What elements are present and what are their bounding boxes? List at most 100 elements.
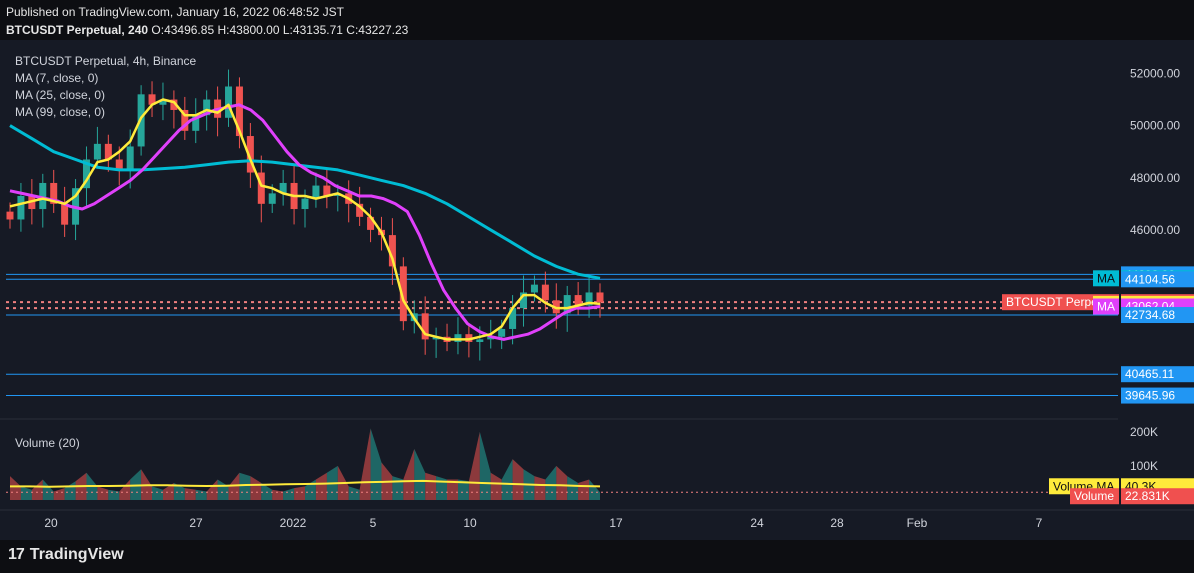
volume-area	[206, 479, 218, 500]
volume-area	[392, 476, 404, 500]
symbol-interval: BTCUSDT Perpetual, 240	[6, 23, 149, 37]
legend-volume: Volume (20)	[15, 436, 80, 450]
candle-body	[39, 182, 47, 210]
x-tick-label-3: 5	[370, 516, 377, 530]
x-tick-label-4: 10	[463, 516, 477, 530]
candle-body	[399, 266, 407, 322]
candle-body	[323, 185, 331, 196]
volume-area	[294, 486, 305, 500]
y-tick-label-3: 46000.00	[1130, 223, 1180, 237]
chart-svg[interactable]: 52000.0050000.0048000.0046000.0044293.90…	[0, 40, 1194, 540]
price-axis-bg	[1118, 40, 1194, 540]
ohlc-low: 43135.71	[292, 23, 343, 37]
label-volume-val: 22.831K	[1125, 489, 1170, 503]
tag-ma25-bg	[1093, 298, 1119, 315]
candle-body	[115, 159, 123, 170]
volume-area	[305, 479, 316, 500]
volume-area	[163, 483, 174, 500]
candle-body	[246, 136, 254, 173]
tv-brand: TradingView	[29, 546, 124, 563]
candle-body	[279, 182, 287, 194]
ma7-line	[9, 98, 601, 341]
candle-body	[257, 172, 265, 204]
header: Published on TradingView.com, January 16…	[0, 0, 1194, 40]
y-tick-label-1: 50000.00	[1130, 119, 1180, 133]
candle-body	[61, 203, 69, 225]
x-tick-label-1: 27	[189, 516, 203, 530]
volume-y-tick-1: 100K	[1130, 459, 1158, 473]
tradingview-logo[interactable]: 17 TradingView	[8, 546, 124, 564]
label-l3-val: 39645.96	[1125, 389, 1175, 403]
ma99-line	[9, 124, 601, 280]
legend-title: BTCUSDT Perpetual, 4h, Binance	[15, 54, 197, 68]
candle-body	[268, 193, 276, 204]
candle-body	[82, 159, 90, 189]
volume-area	[567, 476, 579, 500]
volume-area	[534, 476, 546, 500]
volume-y-tick-0: 200K	[1130, 425, 1158, 439]
candle-body	[28, 196, 36, 210]
volume-area	[20, 486, 32, 500]
ohlc-high: 43800.00	[229, 23, 280, 37]
y-tick-label-2: 48000.00	[1130, 171, 1180, 185]
volume-area	[315, 472, 327, 500]
volume-area	[195, 489, 207, 500]
ohlc-line: BTCUSDT Perpetual, 240 O:43496.85 H:4380…	[6, 23, 408, 37]
candle-body	[530, 284, 538, 293]
candle-body	[148, 94, 156, 105]
candle-body	[50, 182, 58, 204]
volume-area	[501, 459, 513, 500]
x-tick-label-2: 2022	[280, 516, 307, 530]
volume-area	[184, 488, 196, 500]
volume-area	[414, 448, 426, 500]
published-line: Published on TradingView.com, January 16…	[6, 5, 344, 19]
candle-body	[585, 292, 593, 306]
tv-logo-icon: 17	[8, 546, 25, 563]
volume-area	[217, 479, 229, 500]
x-tick-label-9: 7	[1036, 516, 1043, 530]
legend-ma7: MA (7, close, 0)	[15, 71, 99, 85]
volume-area	[108, 489, 120, 500]
volume-area	[436, 476, 447, 500]
ohlc-high-label: H:	[217, 23, 230, 37]
volume-ma-line	[10, 479, 601, 488]
tag-symbol-bg	[1002, 294, 1119, 311]
label-l2-val: 40465.11	[1125, 367, 1174, 381]
volume-area	[239, 472, 251, 500]
ohlc-close: 43227.23	[358, 23, 409, 37]
ohlc-low-label: L:	[282, 23, 293, 37]
volume-area	[261, 483, 273, 500]
volume-area	[490, 472, 502, 500]
volume-area	[359, 428, 371, 500]
candle-body	[126, 146, 134, 170]
ma25-line	[9, 103, 601, 341]
volume-area	[589, 479, 600, 500]
volume-area	[479, 431, 491, 500]
candle-body	[563, 295, 571, 314]
tag-ma25: MA	[1097, 299, 1115, 313]
volume-area	[272, 489, 284, 500]
volume-area	[348, 486, 360, 500]
candle-body	[574, 295, 582, 306]
x-tick-label-6: 24	[750, 516, 764, 530]
candle-body	[301, 198, 309, 210]
chart-area[interactable]: 52000.0050000.0048000.0046000.0044293.90…	[0, 40, 1194, 540]
x-tick-label-8: Feb	[907, 516, 928, 530]
candle-body	[498, 328, 506, 337]
candle-body	[17, 196, 25, 220]
label-l1-val-bg	[1121, 307, 1194, 324]
volume-area	[250, 476, 262, 500]
candle-body	[367, 216, 375, 230]
label-line1-val: 44104.56	[1125, 272, 1175, 286]
candle-body	[509, 308, 517, 329]
volume-area	[97, 486, 109, 500]
label-l1-val: 42734.68	[1125, 308, 1175, 322]
candle-body	[192, 115, 200, 131]
volume-area	[173, 483, 185, 500]
candle-body	[203, 99, 211, 116]
volume-area	[458, 479, 469, 500]
candle-body	[432, 336, 440, 340]
volume-area	[64, 481, 76, 500]
legend-ma99: MA (99, close, 0)	[15, 105, 106, 119]
